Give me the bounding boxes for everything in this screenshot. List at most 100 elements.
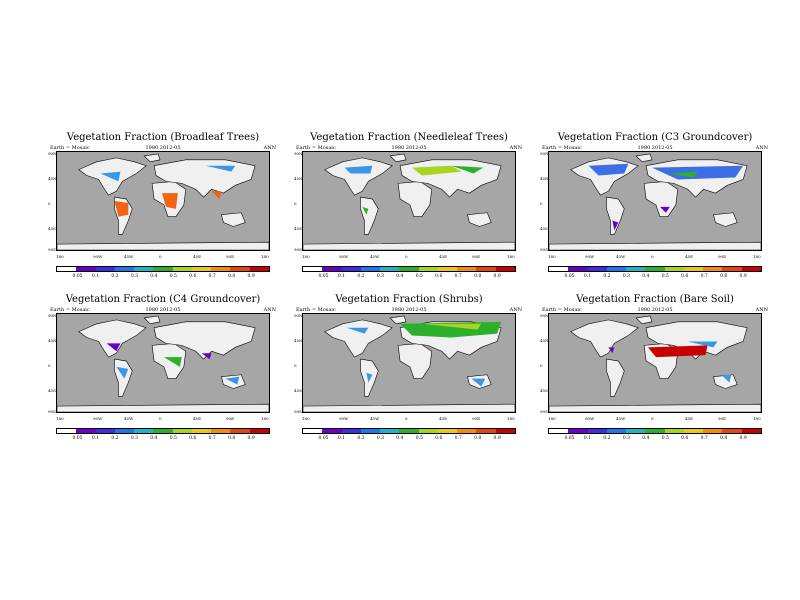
colorbar-tick-label: 0.5 bbox=[415, 274, 423, 279]
latitude-label: 0 bbox=[294, 201, 297, 206]
world-map bbox=[56, 151, 270, 251]
colorbar-swatch bbox=[172, 267, 192, 271]
land-mass bbox=[713, 212, 738, 227]
longitude-label: 0 bbox=[159, 254, 162, 259]
vegetation-patch bbox=[225, 376, 240, 385]
subtitle-left: Earth = Mosaic bbox=[50, 145, 90, 151]
latitude-label: 90N bbox=[48, 313, 57, 318]
map-panel: Vegetation Fraction (C3 Groundcover) Eart… bbox=[540, 132, 770, 282]
panel-title: Vegetation Fraction (Needleleaf Trees) bbox=[310, 132, 508, 143]
subtitle-center: 1980 2012-05 bbox=[637, 307, 673, 313]
vegetation-patch bbox=[106, 343, 121, 352]
colorbar-tick-label: 0.2 bbox=[357, 436, 365, 441]
latitude-label: 90S bbox=[540, 247, 548, 252]
colorbar-tick-label: 0.1 bbox=[337, 274, 346, 279]
land-mass bbox=[549, 241, 761, 250]
colorbar-tick-label: 0.1 bbox=[583, 436, 592, 441]
colorbar-swatch bbox=[495, 267, 515, 271]
latitude-label: 45S bbox=[294, 388, 302, 393]
subtitle-right: ANN bbox=[263, 307, 276, 313]
colorbar-tick-label: 0.3 bbox=[622, 274, 630, 279]
longitude-label: 180 bbox=[56, 416, 64, 421]
land-mass bbox=[143, 153, 161, 163]
vegetation-patch bbox=[411, 165, 462, 176]
land-mass bbox=[570, 157, 639, 196]
latitude-label: 90S bbox=[294, 409, 302, 414]
colorbar-tick-label: 0.8 bbox=[228, 274, 236, 279]
longitude-label: 0 bbox=[651, 416, 654, 421]
colorbar-swatch bbox=[303, 429, 323, 433]
colorbar-swatch bbox=[418, 429, 438, 433]
longitude-label: 180 bbox=[261, 254, 269, 259]
colorbar-swatch bbox=[230, 267, 250, 271]
longitude-label: 90W bbox=[339, 416, 349, 421]
vegetation-patch bbox=[721, 374, 732, 383]
colorbar-tick-label: 0.3 bbox=[376, 436, 384, 441]
land-mass bbox=[324, 319, 393, 358]
colorbar-swatch bbox=[495, 429, 515, 433]
latitude-label: 45S bbox=[540, 388, 548, 393]
colorbar-tick-label: 0.5 bbox=[661, 436, 669, 441]
colorbar-swatch bbox=[549, 429, 569, 433]
colorbar-tick-label: 0.6 bbox=[681, 274, 689, 279]
colorbar-swatch bbox=[722, 267, 742, 271]
vegetation-patch bbox=[659, 206, 670, 213]
longitude-label: 90E bbox=[226, 254, 235, 259]
colorbar-swatch bbox=[191, 267, 212, 271]
land-mass bbox=[389, 315, 407, 325]
vegetation-patch bbox=[362, 206, 369, 215]
vegetation-patch bbox=[163, 357, 182, 367]
subtitle-center: 1980 2012-05 bbox=[391, 145, 427, 151]
colorbar-swatch bbox=[322, 267, 342, 271]
vegetation-patch bbox=[114, 201, 129, 217]
colorbar-swatch bbox=[322, 429, 342, 433]
colorbar-swatch bbox=[703, 267, 723, 271]
longitude-label: 45W bbox=[124, 254, 134, 259]
map-panel: Vegetation Fraction (C4 Groundcover) Eart… bbox=[48, 294, 278, 444]
colorbar-tick-label: 0.9 bbox=[493, 274, 501, 279]
colorbar-tick-label: 0.5 bbox=[661, 274, 669, 279]
longitude-label: 180 bbox=[548, 254, 556, 259]
colorbar-tick-label: 0.3 bbox=[130, 436, 138, 441]
colorbar-swatch bbox=[303, 267, 323, 271]
longitude-label: 180 bbox=[507, 416, 515, 421]
colorbar-tick-label: 0.3 bbox=[376, 274, 384, 279]
land-mass bbox=[221, 212, 246, 227]
colorbar-tick-label: 0.2 bbox=[111, 274, 119, 279]
subtitle-center: 1980 2012-05 bbox=[145, 307, 181, 313]
colorbar-tick-label: 0.2 bbox=[357, 274, 365, 279]
colorbar-swatch bbox=[645, 429, 665, 433]
subtitle-right: ANN bbox=[755, 307, 768, 313]
colorbar-tick-label: 0.9 bbox=[493, 436, 501, 441]
land-mass bbox=[397, 181, 433, 217]
world-map bbox=[302, 313, 516, 413]
latitude-label: 90S bbox=[540, 409, 548, 414]
colorbar-tick-label: 0.5 bbox=[415, 436, 423, 441]
colorbar-tick-label: 0.05 bbox=[72, 274, 83, 279]
vegetation-patch bbox=[648, 345, 708, 358]
colorbar-tick-label: 0.7 bbox=[208, 274, 216, 279]
land-mass bbox=[606, 196, 625, 235]
land-mass bbox=[78, 319, 147, 358]
colorbar bbox=[302, 428, 516, 434]
colorbar-tick-label: 0.2 bbox=[603, 274, 611, 279]
subtitle-left: Earth = Mosaic bbox=[296, 145, 336, 151]
colorbar-tick-label: 0.8 bbox=[228, 436, 236, 441]
colorbar-swatch bbox=[476, 267, 496, 271]
colorbar-tick-label: 0.8 bbox=[474, 436, 482, 441]
latitude-label: 0 bbox=[294, 363, 297, 368]
latitude-label: 90N bbox=[48, 151, 57, 156]
panel-title: Vegetation Fraction (C3 Groundcover) bbox=[557, 132, 753, 143]
colorbar-swatch bbox=[741, 429, 761, 433]
panel-title: Vegetation Fraction (C4 Groundcover) bbox=[65, 294, 261, 305]
subtitle-center: 1980 2012-05 bbox=[637, 145, 673, 151]
colorbar-tick-label: 0.8 bbox=[474, 274, 482, 279]
land-mass bbox=[151, 343, 187, 379]
longitude-label: 180 bbox=[548, 416, 556, 421]
colorbar bbox=[56, 266, 270, 272]
latitude-label: 45S bbox=[540, 226, 548, 231]
colorbar-tick-label: 0.3 bbox=[130, 274, 138, 279]
latitude-label: 90S bbox=[294, 247, 302, 252]
world-map bbox=[548, 313, 762, 413]
